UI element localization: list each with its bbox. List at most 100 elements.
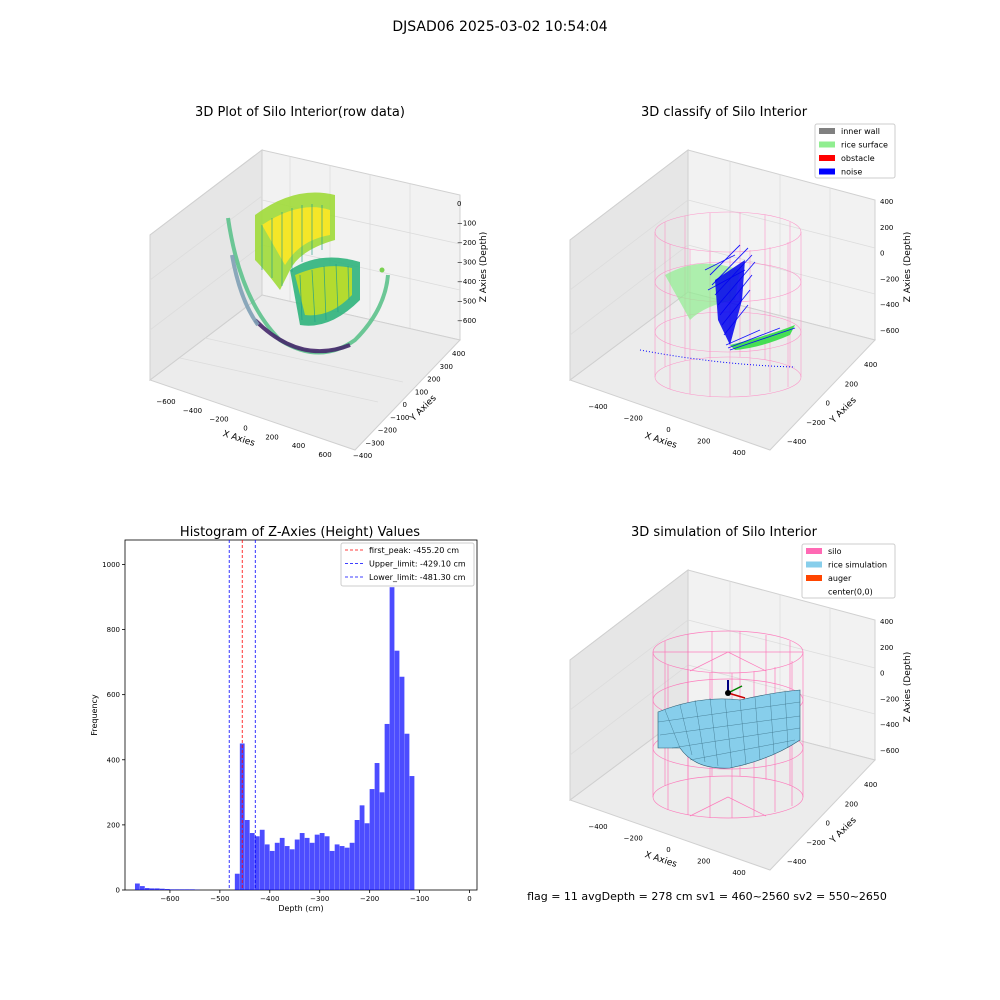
hist-bar <box>294 839 300 890</box>
hist-y-ticks: 0 200 400 600 800 1000 <box>102 561 125 895</box>
classify-z-tick: 200 <box>880 224 893 232</box>
hist-bar <box>279 837 285 890</box>
hist-legend-label: Lower_limit: -481.30 cm <box>369 573 466 582</box>
hist-bar <box>284 846 290 890</box>
hist-bar <box>319 833 325 890</box>
sim-legend-label: rice simulation <box>828 561 887 570</box>
classify-x-tick: −200 <box>624 415 643 423</box>
classify-y-tick: 400 <box>864 361 877 369</box>
raw-x-tick: 600 <box>318 451 331 459</box>
sim-legend: silo rice simulation auger center(0,0) <box>801 543 896 599</box>
sim-legend-swatch <box>806 561 822 568</box>
raw-x-tick: 400 <box>292 442 305 450</box>
sim-x-tick: 200 <box>697 858 710 866</box>
hist-x-tick: −600 <box>160 895 179 903</box>
raw-z-tick: 0 <box>457 200 461 208</box>
hist-plot-area <box>124 539 478 891</box>
panel-histogram: Histogram of Z-Axies (Height) Values −60… <box>90 525 478 913</box>
hist-legend: first_peak: -455.20 cm Upper_limit: -429.… <box>340 542 475 587</box>
hist-bar <box>354 820 360 890</box>
hist-bar <box>389 587 395 890</box>
hist-bar <box>289 849 295 890</box>
sim-z-label: Z Axies (Depth) <box>903 652 913 723</box>
hist-bar <box>334 844 340 890</box>
sim-rice-surface <box>657 689 801 769</box>
sim-auger <box>725 680 746 699</box>
hist-bar <box>139 886 145 890</box>
hist-bar <box>174 889 180 890</box>
hist-bar <box>264 844 270 890</box>
sim-legend-swatch <box>806 588 822 595</box>
hist-bar <box>399 676 405 890</box>
sim-axes-panes <box>568 568 876 871</box>
classify-y-tick: −400 <box>787 438 806 446</box>
hist-bar <box>259 829 265 890</box>
sim-y-tick: 200 <box>845 800 858 808</box>
hist-bar <box>329 850 335 890</box>
hist-bar <box>349 842 355 890</box>
raw-x-tick: −200 <box>209 416 228 424</box>
classify-y-label: Y Axies <box>828 395 859 426</box>
hist-bar <box>309 842 315 890</box>
sim-x-tick: −200 <box>624 835 643 843</box>
sim-legend-label: center(0,0) <box>828 588 873 597</box>
hist-bar <box>339 846 345 890</box>
classify-x-tick: 200 <box>697 438 710 446</box>
raw-y-tick: 400 <box>452 350 465 358</box>
panel-classify-title: 3D classify of Silo Interior <box>641 105 808 120</box>
hist-bar <box>299 833 305 890</box>
raw-scatter-points <box>226 192 390 355</box>
classify-z-tick: −400 <box>880 301 899 309</box>
hist-y-tick: 800 <box>107 626 120 634</box>
classify-x-tick: −400 <box>588 403 607 411</box>
hist-bar <box>234 873 240 890</box>
hist-bar <box>344 847 350 890</box>
sim-z-tick: −200 <box>880 695 899 703</box>
raw-y-tick: −100 <box>390 414 409 422</box>
sim-x-tick: 0 <box>666 846 670 854</box>
raw-z-tick: −400 <box>457 278 476 286</box>
raw-y-tick: −200 <box>378 427 397 435</box>
hist-bar <box>394 650 400 890</box>
classify-points <box>639 244 796 368</box>
classify-z-axis: 400 200 0 −200 −400 −600 Z Axies (Depth) <box>880 198 913 335</box>
hist-y-tick: 600 <box>107 691 120 699</box>
classify-legend-swatch <box>819 128 835 134</box>
raw-y-label: Y Axies <box>408 393 439 424</box>
classify-y-tick: 0 <box>826 400 830 408</box>
panel-sim-title: 3D simulation of Silo Interior <box>631 525 818 540</box>
hist-bar <box>164 889 170 890</box>
raw-x-tick: −600 <box>156 398 175 406</box>
raw-z-tick: −500 <box>457 298 476 306</box>
classify-legend-swatch <box>819 155 835 161</box>
raw-x-tick: −400 <box>183 407 202 415</box>
sim-z-tick: 0 <box>880 670 884 678</box>
suptitle: DJSAD06 2025-03-02 10:54:04 <box>392 19 607 35</box>
sim-z-tick: 400 <box>880 618 893 626</box>
hist-y-tick: 1000 <box>102 561 120 569</box>
hist-x-tick: −500 <box>210 895 229 903</box>
hist-y-label: Frequency <box>90 694 99 736</box>
hist-bar <box>404 733 410 890</box>
hist-bar <box>189 889 195 890</box>
raw-z-label: Z Axies (Depth) <box>479 232 489 303</box>
panel-classify-3d: 3D classify of Silo Interior <box>568 105 913 457</box>
raw-x-tick: 200 <box>265 433 278 441</box>
classify-legend-swatch <box>819 141 835 148</box>
sim-legend-swatch <box>806 548 822 554</box>
classify-x-tick: 400 <box>732 449 745 457</box>
sim-x-tick: −400 <box>588 823 607 831</box>
hist-bar <box>314 834 320 890</box>
hist-legend-label: first_peak: -455.20 cm <box>369 546 459 555</box>
hist-bar <box>249 833 255 890</box>
raw-z-axis: 0 −100 −200 −300 −400 −500 −600 Z Axies (Depth… <box>457 200 489 325</box>
hist-bar <box>179 889 185 890</box>
hist-bar <box>364 823 370 890</box>
classify-axes-panes <box>568 148 876 451</box>
raw-y-tick: 300 <box>440 363 453 371</box>
hist-bar <box>269 850 275 890</box>
sim-z-tick: 200 <box>880 644 893 652</box>
classify-x-tick: 0 <box>666 426 670 434</box>
hist-bar <box>379 792 385 890</box>
